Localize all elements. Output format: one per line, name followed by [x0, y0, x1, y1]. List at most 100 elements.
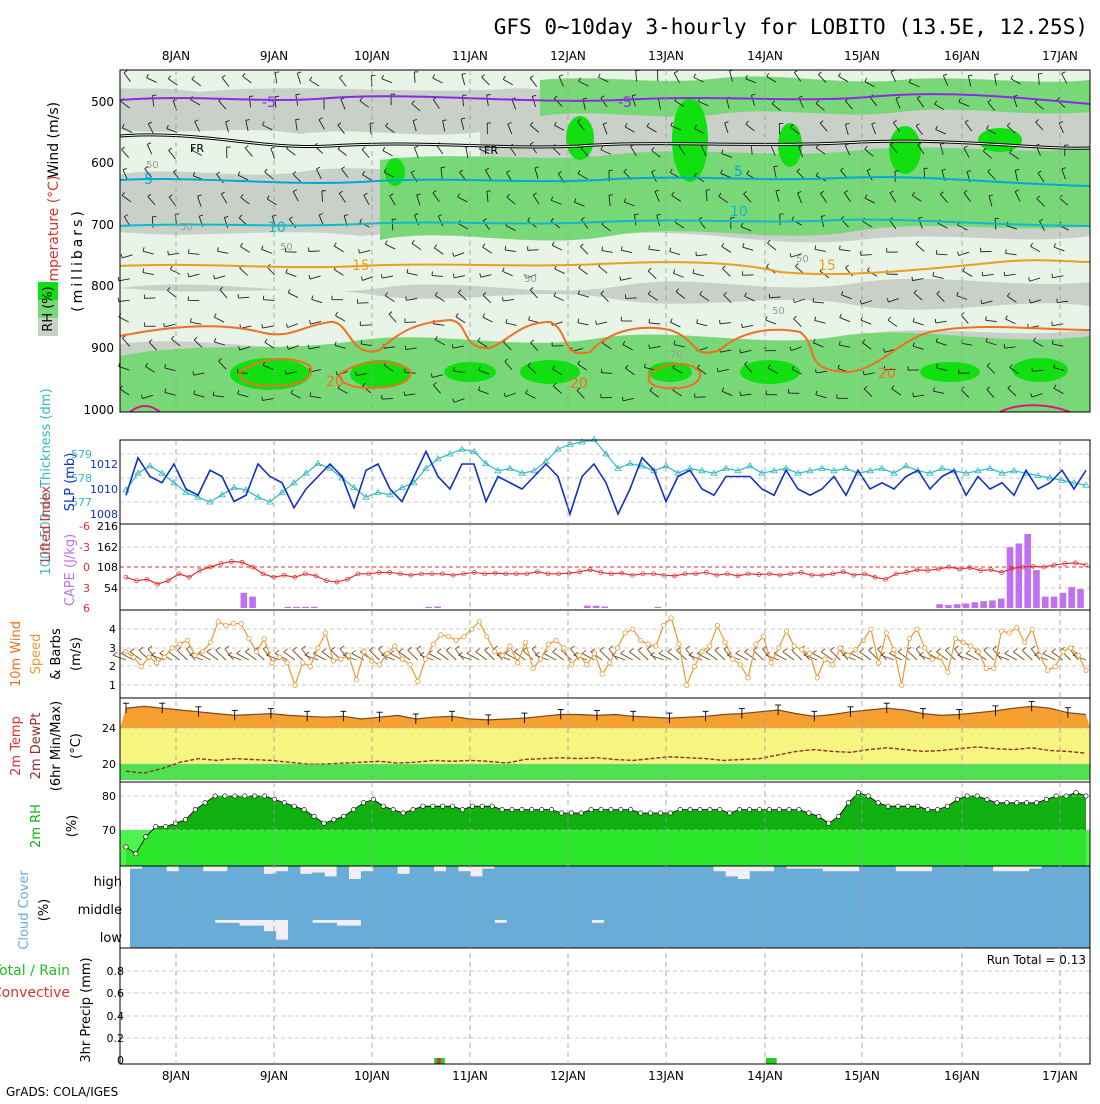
- wind-barb-flag: [878, 646, 882, 649]
- cloud-mid-bar: [786, 892, 798, 920]
- cloud-mid-bar: [507, 892, 519, 920]
- cloud-high-bar: [288, 866, 300, 892]
- wind-barb-flag: [382, 274, 383, 278]
- wind-marker: [569, 663, 573, 667]
- rh-marker: [173, 821, 177, 825]
- cloud-high-bar: [944, 866, 956, 892]
- wind-barb-flag: [816, 369, 817, 373]
- wind-barb-flag: [308, 345, 309, 349]
- wind-marker: [385, 651, 389, 655]
- wind-marker: [162, 655, 166, 659]
- axis-label-millibars: (millibars): [70, 208, 86, 312]
- cloud-high-bar: [555, 866, 567, 892]
- wind-barb: [600, 650, 610, 660]
- cloud-high-bar: [409, 866, 421, 892]
- cloud-high-bar: [434, 871, 446, 892]
- cloud-high-bar: [166, 871, 178, 892]
- cloud-high-bar: [786, 869, 798, 892]
- contour-label: 50: [280, 242, 293, 253]
- cloud-high-bar: [1078, 866, 1090, 892]
- wind-marker: [969, 644, 973, 648]
- wind-barb-flag: [621, 650, 625, 653]
- cloud-mid-bar: [580, 892, 592, 920]
- wind-marker: [684, 683, 688, 687]
- cloud-low-bar: [774, 920, 786, 948]
- rh-marker: [668, 811, 672, 815]
- wind-barb-flag: [406, 296, 407, 300]
- wind-barb-flag: [783, 649, 787, 652]
- cloud-mid-bar: [689, 892, 701, 920]
- cloud-mid-bar: [434, 892, 446, 920]
- wind-barb: [650, 655, 663, 660]
- wind-barb-flag: [813, 650, 817, 653]
- date-label: 10JAN: [354, 49, 390, 63]
- wind-barb-flag: [293, 647, 297, 650]
- wind-barb: [305, 655, 318, 660]
- rh-marker: [747, 807, 751, 811]
- rh-y-ticks: 80 70: [102, 790, 116, 837]
- cloud-mid-bar: [361, 892, 373, 920]
- wind-barb-flag: [600, 647, 604, 650]
- wind-barb-flag: [993, 646, 997, 649]
- wind-barb: [309, 251, 320, 252]
- rh-marker: [292, 804, 296, 808]
- cloud-mid-bar: [871, 892, 883, 920]
- cloud-low-bar: [883, 920, 895, 948]
- wind-marker: [254, 649, 258, 653]
- wind-barb-flag: [352, 650, 356, 653]
- axis-label-precip-convective: Convective: [0, 985, 70, 1001]
- date-label: 13JAN: [648, 49, 684, 63]
- wind-barb: [360, 325, 371, 326]
- cloud-low-bar: [677, 920, 689, 948]
- cloud-mid-bar: [883, 892, 895, 920]
- rh-marker: [411, 807, 415, 811]
- rh-marker: [817, 814, 821, 818]
- wind-marker: [700, 649, 704, 653]
- axis-label-precip: 3hr Precip (mm): [79, 957, 94, 1062]
- rh-marker: [153, 824, 157, 828]
- cloud-mid-bar: [276, 892, 288, 920]
- cloud-high-bar: [628, 866, 640, 892]
- tick-label: 20: [102, 758, 116, 771]
- cape-bar: [1016, 543, 1023, 608]
- cloud-level-middle: middle: [78, 903, 122, 918]
- cloud-high-bar: [276, 871, 288, 892]
- cloud-high-bar: [324, 876, 336, 892]
- rh-marker: [807, 811, 811, 815]
- wind-barb: [369, 650, 379, 660]
- wind-marker: [423, 657, 427, 661]
- rh-marker: [134, 852, 138, 856]
- cloud-mid-bar: [495, 892, 507, 920]
- tick-label: 70: [102, 824, 116, 837]
- wind-barb-flag: [955, 646, 959, 649]
- wind-marker: [1007, 631, 1011, 635]
- wind-barb-flag: [1005, 650, 1009, 653]
- tick-label: 900: [91, 341, 114, 355]
- slp-y-ticks: 1012 1010 1008: [90, 458, 118, 521]
- rh-marker: [935, 807, 939, 811]
- tick-label: -3: [79, 541, 90, 554]
- rh-marker: [322, 821, 326, 825]
- cloud-high-bar: [823, 871, 835, 892]
- tick-label: 1010: [90, 483, 118, 496]
- wind-barb-flag: [916, 646, 920, 649]
- cloud-high-bar: [993, 871, 1005, 892]
- cloud-high-bar: [312, 873, 324, 893]
- cloud-high-bar: [300, 874, 312, 892]
- cape-bar: [1007, 547, 1014, 608]
- wind-marker: [631, 627, 635, 631]
- cloud-mid-bar: [896, 892, 908, 920]
- rh-marker: [490, 804, 494, 808]
- cloud-low-bar: [932, 920, 944, 948]
- wind-y-ticks: 4 3 2 1: [109, 623, 116, 692]
- cloud-high-bar: [981, 866, 993, 892]
- cloud-mid-bar: [349, 892, 361, 920]
- wind-barb: [446, 650, 456, 660]
- wind-marker: [585, 663, 589, 667]
- wind-barb-flag: [706, 649, 710, 652]
- tick-label: 1000: [83, 403, 114, 417]
- axis-label-lifted-index: Lifted Index: [39, 485, 54, 562]
- cloud-high-bar: [385, 866, 397, 892]
- cloud-mid-bar: [227, 892, 239, 920]
- tick-label: 24: [102, 722, 116, 735]
